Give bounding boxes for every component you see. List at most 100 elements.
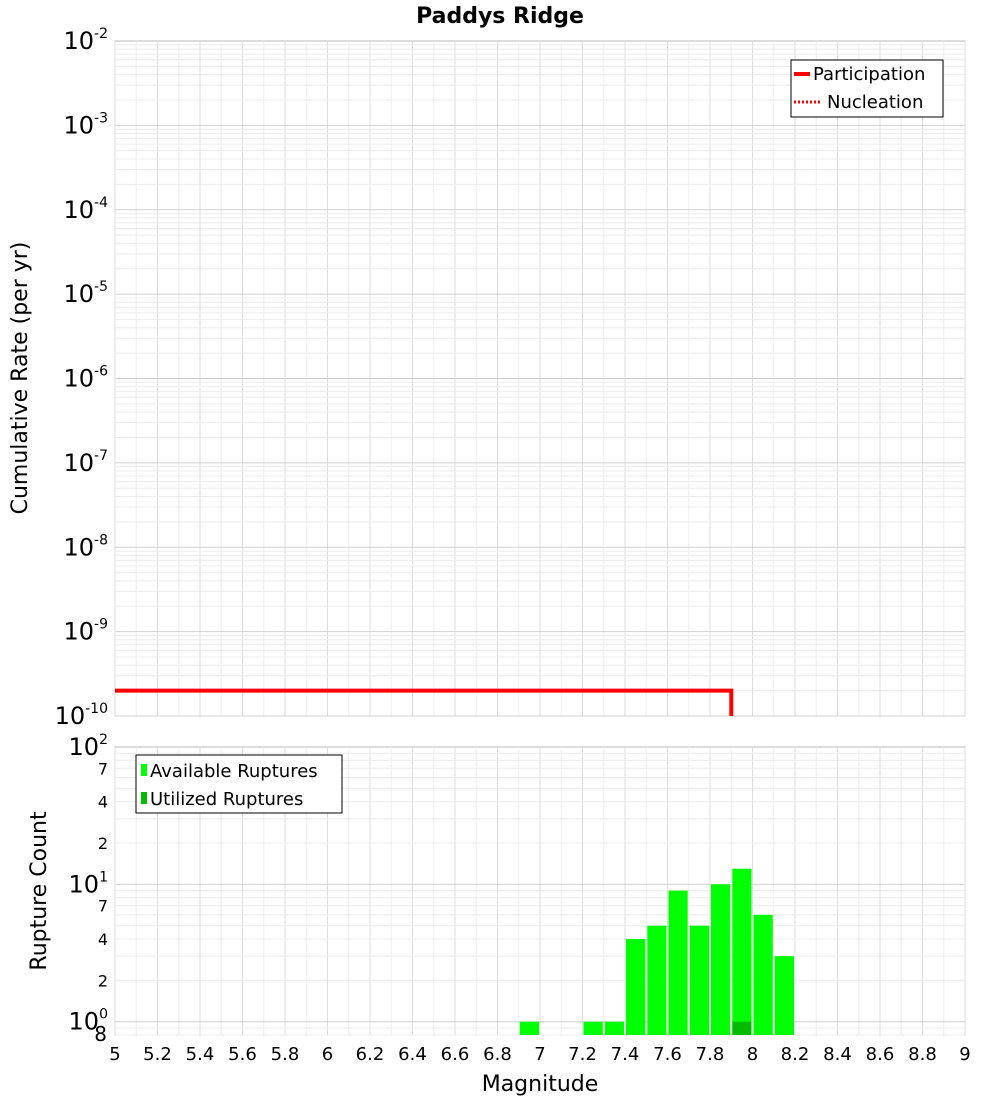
legend-nucleation-label: Nucleation xyxy=(827,92,923,113)
x-tick-label: 5 xyxy=(109,1044,120,1065)
x-tick-label: 7.4 xyxy=(611,1044,640,1065)
x-tick-label: 8.6 xyxy=(866,1044,895,1065)
rate-y-tick-exponent: -10 xyxy=(85,701,108,717)
rate-grid xyxy=(114,41,966,717)
utilized-ruptures-bar xyxy=(732,1021,752,1035)
x-tick-label: 6.8 xyxy=(483,1044,512,1065)
available-ruptures-bar xyxy=(647,925,667,1035)
rate-y-tick-exponent: -5 xyxy=(94,279,108,295)
rate-y-tick-label: 10-6 xyxy=(63,364,108,393)
count-y-tick-min: 8 xyxy=(94,1022,107,1046)
count-y-tick-minor: 2 xyxy=(98,971,108,990)
x-tick-label: 7.2 xyxy=(568,1044,597,1065)
x-ticks: 5 5.2 5.4 5.6 5.8 6 6.2 6.4 6.6 6.8 7 7.2 7.4 7.6 7.8 8… xyxy=(109,1044,970,1065)
count-y-tick-base: 10 xyxy=(69,1008,100,1036)
rate-y-tick-base: 10 xyxy=(63,111,94,139)
x-tick-label: 6.6 xyxy=(441,1044,470,1065)
available-ruptures-bar xyxy=(519,1021,540,1035)
x-tick-label: 5.4 xyxy=(186,1044,215,1065)
count-y-tick-major: 102 xyxy=(69,732,108,761)
rate-y-tick-exponent: -9 xyxy=(94,617,108,633)
x-tick-label: 5.8 xyxy=(271,1044,300,1065)
x-tick-label: 6 xyxy=(322,1044,333,1065)
x-tick-label: 8 xyxy=(747,1044,758,1065)
x-tick-label: 5.6 xyxy=(228,1044,257,1065)
rate-y-tick-label: 10-9 xyxy=(63,617,108,646)
rate-y-tick-base: 10 xyxy=(63,618,94,646)
rate-y-tick-exponent: -8 xyxy=(94,532,108,548)
chart-title: Paddys Ridge xyxy=(416,4,584,29)
count-y-tick-minor: 2 xyxy=(98,834,108,853)
count-y-tick-minor: 4 xyxy=(98,930,108,949)
rate-y-tick-base: 10 xyxy=(63,27,94,55)
x-tick-label: 6.2 xyxy=(356,1044,385,1065)
available-ruptures-bar xyxy=(753,914,773,1035)
available-ruptures-bar xyxy=(626,939,646,1035)
rate-y-tick-label: 10-4 xyxy=(63,195,108,224)
x-tick-label: 8.8 xyxy=(908,1044,937,1065)
x-tick-label: 7.6 xyxy=(653,1044,682,1065)
rate-y-tick-label: 10-3 xyxy=(63,110,108,139)
x-tick-label: 6.4 xyxy=(398,1044,427,1065)
rate-y-ticks: 10-210-310-410-510-610-710-810-910-10 xyxy=(55,26,109,730)
count-y-tick-base: 10 xyxy=(69,870,100,898)
x-tick-label: 7 xyxy=(534,1044,545,1065)
count-y-tick-major: 101 xyxy=(69,869,108,898)
x-tick-label: 9 xyxy=(959,1044,970,1065)
rate-legend: Participation Nucleation xyxy=(790,59,944,118)
rate-legend-box xyxy=(790,59,944,118)
count-bars xyxy=(519,868,794,1035)
rate-panel: Paddys Ridge Cumulative Rate (per yr) 10… xyxy=(8,4,966,730)
x-tick-label: 5.2 xyxy=(143,1044,172,1065)
rate-y-tick-exponent: -6 xyxy=(94,364,108,380)
rate-y-tick-base: 10 xyxy=(55,702,86,730)
count-y-tick-exponent: 0 xyxy=(99,1007,108,1023)
rate-y-tick-label: 10-10 xyxy=(55,701,108,730)
count-y-tick-minor: 7 xyxy=(98,897,108,916)
rate-y-tick-label: 10-5 xyxy=(63,279,108,308)
count-legend-box xyxy=(135,754,343,814)
rate-y-tick-base: 10 xyxy=(63,533,94,561)
count-y-tick-minor: 4 xyxy=(98,793,108,812)
legend-participation-label: Participation xyxy=(813,64,925,85)
rate-y-tick-label: 10-2 xyxy=(63,26,108,55)
count-y-tick-minor: 7 xyxy=(98,759,108,778)
rate-y-tick-exponent: -2 xyxy=(94,26,108,42)
legend-available-swatch xyxy=(141,764,147,776)
rate-y-tick-base: 10 xyxy=(63,196,94,224)
rate-y-tick-exponent: -3 xyxy=(94,110,108,126)
x-tick-label: 7.8 xyxy=(696,1044,725,1065)
available-ruptures-bar xyxy=(689,925,710,1035)
count-y-axis-label: Rupture Count xyxy=(27,811,52,971)
legend-utilized-label: Utilized Ruptures xyxy=(150,789,303,810)
rate-y-tick-base: 10 xyxy=(63,280,94,308)
rate-y-tick-label: 10-8 xyxy=(63,532,108,561)
count-y-tick-exponent: 2 xyxy=(99,732,108,748)
x-axis-label: Magnitude xyxy=(482,1072,599,1097)
count-y-tick-exponent: 1 xyxy=(99,869,108,885)
legend-available-label: Available Ruptures xyxy=(150,761,318,782)
available-ruptures-bar xyxy=(668,890,688,1035)
count-legend: Available Ruptures Utilized Ruptures xyxy=(135,754,343,814)
available-ruptures-bar xyxy=(583,1021,603,1035)
rate-y-axis-label: Cumulative Rate (per yr) xyxy=(8,242,33,515)
x-tick-label: 8.4 xyxy=(823,1044,852,1065)
rate-series xyxy=(115,688,734,716)
rate-y-tick-label: 10-7 xyxy=(63,448,108,477)
rate-y-tick-base: 10 xyxy=(63,449,94,477)
count-y-tick-major: 100 xyxy=(69,1007,108,1036)
x-tick-label: 8.2 xyxy=(781,1044,810,1065)
participation-line xyxy=(115,688,734,716)
available-ruptures-bar xyxy=(604,1021,624,1035)
available-ruptures-bar xyxy=(711,884,731,1035)
available-ruptures-bar xyxy=(774,956,794,1035)
available-ruptures-bar xyxy=(732,868,752,1035)
count-grid xyxy=(114,747,966,1036)
rate-y-tick-exponent: -4 xyxy=(94,195,108,211)
legend-utilized-swatch xyxy=(141,792,147,804)
count-y-tick-base: 10 xyxy=(69,733,100,761)
rate-y-tick-base: 10 xyxy=(63,365,94,393)
